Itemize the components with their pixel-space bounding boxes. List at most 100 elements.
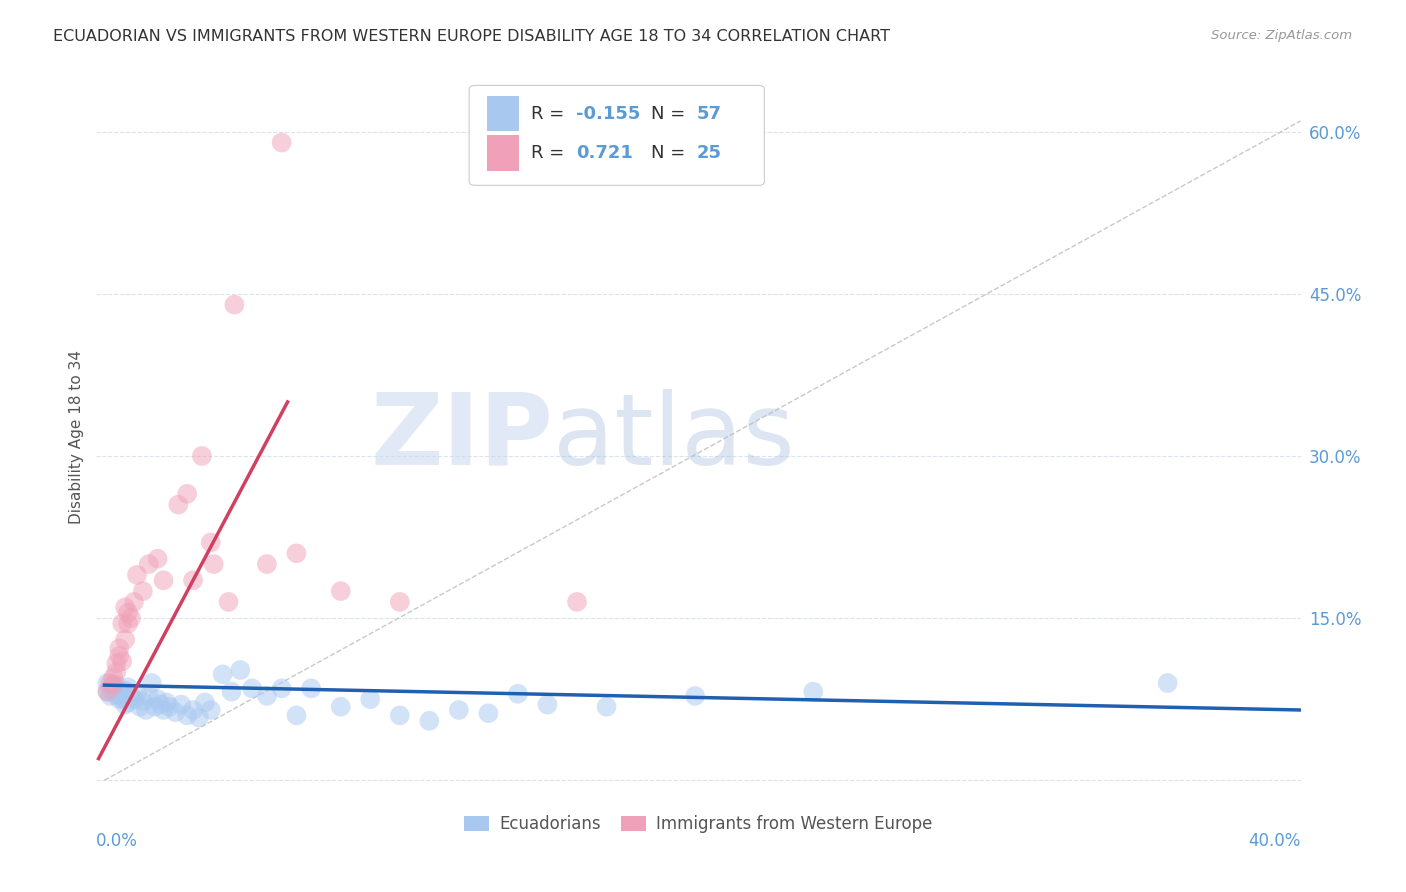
Point	[388, 708, 411, 723]
Text: 0.0%: 0.0%	[96, 831, 138, 850]
Point	[152, 574, 174, 588]
Point	[200, 535, 222, 549]
Point	[270, 136, 292, 150]
Point	[125, 687, 148, 701]
Point	[418, 714, 440, 728]
Point	[181, 574, 204, 588]
Point	[108, 641, 131, 656]
Point	[176, 487, 198, 501]
Text: atlas: atlas	[554, 389, 796, 485]
Point	[100, 676, 122, 690]
Point	[103, 678, 125, 692]
Y-axis label: Disability Age 18 to 34: Disability Age 18 to 34	[69, 350, 84, 524]
Point	[155, 695, 177, 709]
Point	[114, 683, 136, 698]
Point	[114, 698, 136, 712]
Point	[114, 632, 136, 647]
Text: 0.721: 0.721	[576, 144, 633, 161]
Point	[105, 678, 128, 692]
Point	[149, 698, 172, 712]
Text: N =: N =	[651, 104, 692, 122]
Point	[218, 595, 240, 609]
Text: ZIP: ZIP	[371, 389, 554, 485]
Point	[165, 705, 187, 719]
Point	[152, 703, 174, 717]
Text: -0.155: -0.155	[576, 104, 641, 122]
Point	[146, 692, 169, 706]
Point	[506, 687, 529, 701]
Point	[105, 688, 128, 702]
Text: ECUADORIAN VS IMMIGRANTS FROM WESTERN EUROPE DISABILITY AGE 18 TO 34 CORRELATION: ECUADORIAN VS IMMIGRANTS FROM WESTERN EU…	[53, 29, 890, 44]
Point	[100, 681, 122, 696]
Point	[114, 600, 136, 615]
Point	[176, 708, 198, 723]
Point	[120, 611, 142, 625]
Point	[536, 698, 558, 712]
Point	[194, 695, 217, 709]
Point	[132, 694, 155, 708]
Point	[211, 667, 233, 681]
Text: 40.0%: 40.0%	[1249, 831, 1301, 850]
Point	[200, 703, 222, 717]
Point	[103, 671, 125, 685]
Point	[191, 449, 214, 463]
Text: Source: ZipAtlas.com: Source: ZipAtlas.com	[1212, 29, 1353, 42]
Point	[103, 684, 125, 698]
Point	[138, 557, 160, 571]
Text: R =: R =	[530, 104, 569, 122]
Point	[108, 692, 131, 706]
Point	[103, 678, 125, 692]
Point	[595, 699, 617, 714]
Legend: Ecuadorians, Immigrants from Western Europe: Ecuadorians, Immigrants from Western Eur…	[457, 808, 939, 839]
Point	[285, 546, 308, 560]
FancyBboxPatch shape	[488, 95, 519, 131]
FancyBboxPatch shape	[470, 86, 765, 186]
Point	[117, 616, 139, 631]
Point	[256, 557, 278, 571]
Point	[801, 684, 824, 698]
Point	[240, 681, 263, 696]
Point	[167, 498, 190, 512]
Point	[105, 665, 128, 680]
Point	[111, 654, 134, 668]
Point	[202, 557, 225, 571]
Point	[125, 567, 148, 582]
Point	[256, 689, 278, 703]
Point	[143, 699, 166, 714]
Point	[141, 676, 163, 690]
Point	[117, 681, 139, 695]
Point	[117, 695, 139, 709]
Point	[122, 595, 145, 609]
Point	[329, 584, 352, 599]
Point	[100, 689, 122, 703]
Point	[565, 595, 588, 609]
Point	[129, 699, 152, 714]
Point	[111, 691, 134, 706]
Point	[188, 710, 211, 724]
FancyBboxPatch shape	[488, 135, 519, 170]
Point	[122, 692, 145, 706]
Point	[96, 676, 118, 690]
Point	[108, 683, 131, 698]
Point	[170, 698, 193, 712]
Point	[221, 684, 243, 698]
Point	[111, 687, 134, 701]
Text: R =: R =	[530, 144, 575, 161]
Point	[329, 699, 352, 714]
Point	[224, 298, 246, 312]
Point	[447, 703, 470, 717]
Point	[359, 692, 381, 706]
Point	[683, 689, 706, 703]
Text: 25: 25	[697, 144, 721, 161]
Point	[96, 684, 118, 698]
Text: 57: 57	[697, 104, 721, 122]
Point	[388, 595, 411, 609]
Point	[120, 689, 142, 703]
Point	[285, 708, 308, 723]
Point	[132, 584, 155, 599]
Point	[135, 703, 157, 717]
Point	[159, 699, 181, 714]
Point	[270, 681, 292, 696]
Text: N =: N =	[651, 144, 692, 161]
Point	[138, 689, 160, 703]
